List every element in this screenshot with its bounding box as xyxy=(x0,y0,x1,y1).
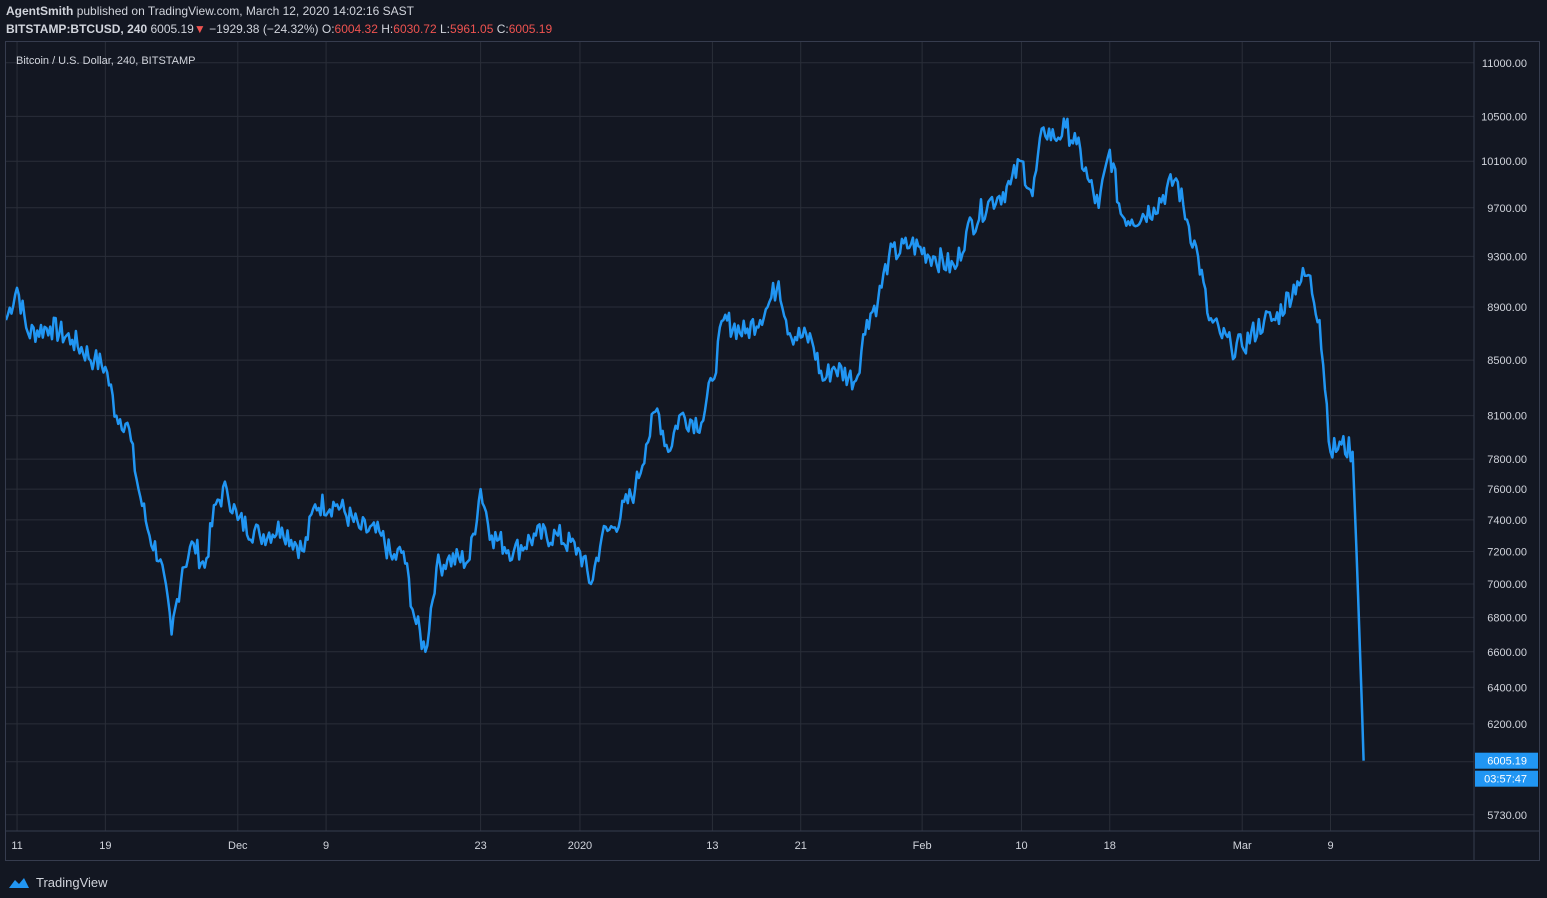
countdown-badge xyxy=(1475,770,1538,787)
high-label: H: xyxy=(381,22,394,36)
author-name[interactable]: AgentSmith xyxy=(6,4,74,18)
x-tick-label-2: Dec xyxy=(228,840,248,852)
low-label: L: xyxy=(440,22,451,36)
y-tick-label-9: 7600.00 xyxy=(1487,484,1527,496)
y-tick-label-12: 7000.00 xyxy=(1487,579,1527,591)
y-tick-label-10: 7400.00 xyxy=(1487,515,1527,527)
open-value: 6004.32 xyxy=(334,22,378,36)
y-tick-label-5: 8900.00 xyxy=(1487,302,1527,314)
y-tick-label-15: 6400.00 xyxy=(1487,682,1527,694)
last-price-badge-value: 6005.19 xyxy=(1487,756,1527,768)
y-tick-label-11: 7200.00 xyxy=(1487,546,1527,558)
x-tick-label-5: 2020 xyxy=(568,840,592,852)
price-chart[interactable]: 11000.00 10500.00 10100.00 9700.00 9300.00 89… xyxy=(6,42,1539,860)
countdown-badge-value: 03:57:47 xyxy=(1484,774,1527,786)
y-tick-label-6: 8500.00 xyxy=(1487,355,1527,367)
ohlc-bar: BITSTAMP:BTCUSD, 240 6005.19▼ −1929.38 (… xyxy=(6,22,552,36)
brand-name: TradingView xyxy=(36,875,108,890)
x-tick-label-6: 13 xyxy=(706,840,718,852)
x-tick-label-11: Mar xyxy=(1233,840,1252,852)
x-tick-label-0: 11 xyxy=(11,840,22,852)
y-tick-label-3: 9700.00 xyxy=(1487,203,1527,215)
y-tick-label-7: 8100.00 xyxy=(1487,411,1527,423)
tradingview-logo-icon xyxy=(9,877,29,888)
chart-frame[interactable]: 11000.00 10500.00 10100.00 9700.00 9300.00 89… xyxy=(5,41,1540,861)
triangle-down-icon: ▼ xyxy=(193,22,206,36)
y-tick-label-2: 10100.00 xyxy=(1481,156,1527,168)
y-tick-label-0: 11000.00 xyxy=(1482,58,1527,70)
x-tick-label-12: 9 xyxy=(1327,840,1333,852)
open-label: O: xyxy=(321,22,335,36)
y-tick-label-4: 9300.00 xyxy=(1487,251,1527,263)
close-value: 6005.19 xyxy=(508,22,553,36)
y-tick-label-18: 5730.00 xyxy=(1487,810,1527,822)
last-price-badge xyxy=(1475,752,1538,769)
high-value: 6030.72 xyxy=(393,22,437,36)
symbol-label: BITSTAMP:BTCUSD, 240 xyxy=(6,22,148,36)
chart-title: Bitcoin / U.S. Dollar, 240, BITSTAMP xyxy=(16,55,196,67)
y-tick-label-16: 6200.00 xyxy=(1487,719,1527,731)
x-tick-label-8: Feb xyxy=(913,840,932,852)
last-price: 6005.19 xyxy=(150,22,194,36)
price-line-btcusd xyxy=(6,117,1365,761)
y-tick-label-14: 6600.00 xyxy=(1487,647,1527,659)
x-tick-label-7: 21 xyxy=(795,840,807,852)
x-tick-label-10: 18 xyxy=(1104,840,1116,852)
x-tick-label-9: 10 xyxy=(1015,840,1027,852)
close-label: C: xyxy=(496,22,509,36)
price-change: −1929.38 (−24.32%) xyxy=(209,22,319,36)
y-tick-label-8: 7800.00 xyxy=(1487,454,1527,466)
x-tick-label-3: 9 xyxy=(323,840,329,852)
y-tick-label-1: 10500.00 xyxy=(1481,111,1527,123)
tradingview-footer[interactable]: TradingView xyxy=(8,875,108,890)
x-tick-label-4: 23 xyxy=(474,840,486,852)
y-tick-label-13: 6800.00 xyxy=(1487,612,1527,624)
publish-info: AgentSmith published on TradingView.com,… xyxy=(6,4,414,18)
x-tick-label-1: 19 xyxy=(99,840,111,852)
low-value: 5961.05 xyxy=(450,22,494,36)
publish-text: published on TradingView.com, March 12, … xyxy=(76,4,415,18)
